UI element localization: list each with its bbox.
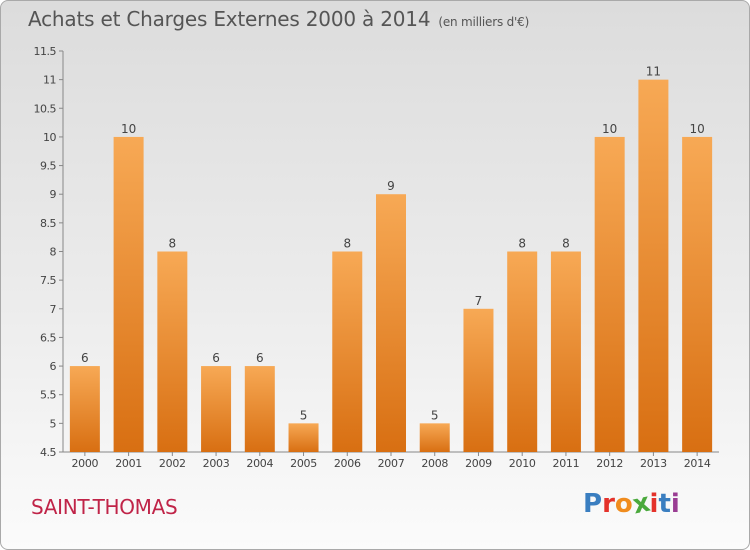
x-tick-label: 2014 [684,457,711,470]
x-tick-label: 2003 [203,457,230,470]
bar-value-label: 5 [431,408,439,422]
bar [682,136,713,452]
y-tick-label: 10 [43,131,56,144]
y-tick-label: 9.5 [40,160,56,173]
x-tick-label: 2004 [246,457,273,470]
bar [419,423,450,452]
bar-value-label: 6 [256,351,264,365]
logo-letter: i [670,489,680,519]
bar [638,79,669,453]
bar-value-label: 7 [475,294,483,308]
y-tick-label: 7 [50,303,57,316]
y-tick-label: 8.5 [40,217,56,230]
y-tick-label: 5 [50,417,57,430]
bar [157,251,188,452]
y-tick-label: 10.5 [34,102,57,115]
chart-units: (en milliers d'€) [438,15,530,29]
bar-value-label: 8 [343,237,351,251]
y-tick-label: 4.5 [40,446,56,459]
x-tick-label: 2011 [553,457,580,470]
x-tick-label: 2010 [509,457,536,470]
bar-value-label: 6 [81,351,89,365]
y-tick-label: 11 [43,74,56,87]
x-tick-label: 2002 [159,457,186,470]
bar-value-label: 6 [212,351,220,365]
y-tick-label: 11.5 [34,45,57,58]
bar-value-label: 8 [518,237,526,251]
bar [550,251,581,452]
x-tick-label: 2008 [421,457,448,470]
y-tick-label: 8 [50,246,57,259]
logo-letter: r [602,489,615,519]
logo-letter: t [658,489,671,519]
plot-area: 4.5 5 5.5 6 6.5 7 7.5 8 8.5 9 9.5 10 10.5 11 11.5 6 2000… [34,45,719,470]
bar [113,136,144,452]
x-tick-label: 2006 [334,457,361,470]
bar [201,366,232,452]
x-tick-label: 2013 [640,457,667,470]
bar [507,251,538,452]
y-tick-label: 5.5 [40,389,56,402]
bar-value-label: 10 [121,122,136,136]
logo-letter: i [649,489,659,519]
logo-letter: P [583,489,603,519]
chart-title: Achats et Charges Externes 2000 à 2014 (e… [28,7,529,31]
bar [288,423,319,452]
x-tick-label: 2001 [115,457,142,470]
bar [244,366,275,452]
bar-value-label: 5 [300,408,308,422]
logo-letter: o [614,489,633,519]
y-tick-label: 6 [50,360,57,373]
bar-value-label: 8 [169,237,177,251]
x-tick-label: 2005 [290,457,317,470]
bar [332,251,363,452]
y-tick-label: 6.5 [40,331,56,344]
proxiti-logo: Proxiti [583,488,680,521]
bar-value-label: 10 [602,122,617,136]
x-tick-label: 2012 [596,457,623,470]
bar [594,136,625,452]
y-tick-label: 9 [50,188,57,201]
bar [376,194,406,452]
x-tick-label: 2000 [71,457,98,470]
bar-value-label: 10 [689,122,704,136]
y-tick-label: 7.5 [40,274,56,287]
x-tick-label: 2007 [378,457,405,470]
bar [463,308,494,452]
bar-value-label: 11 [646,65,661,79]
bar-value-label: 8 [562,237,570,251]
bar-value-label: 9 [387,179,395,193]
bar [69,366,100,452]
x-tick-label: 2009 [465,457,492,470]
chart-title-text: Achats et Charges Externes 2000 à 2014 [28,7,431,31]
commune-name: SAINT-THOMAS [31,495,178,519]
